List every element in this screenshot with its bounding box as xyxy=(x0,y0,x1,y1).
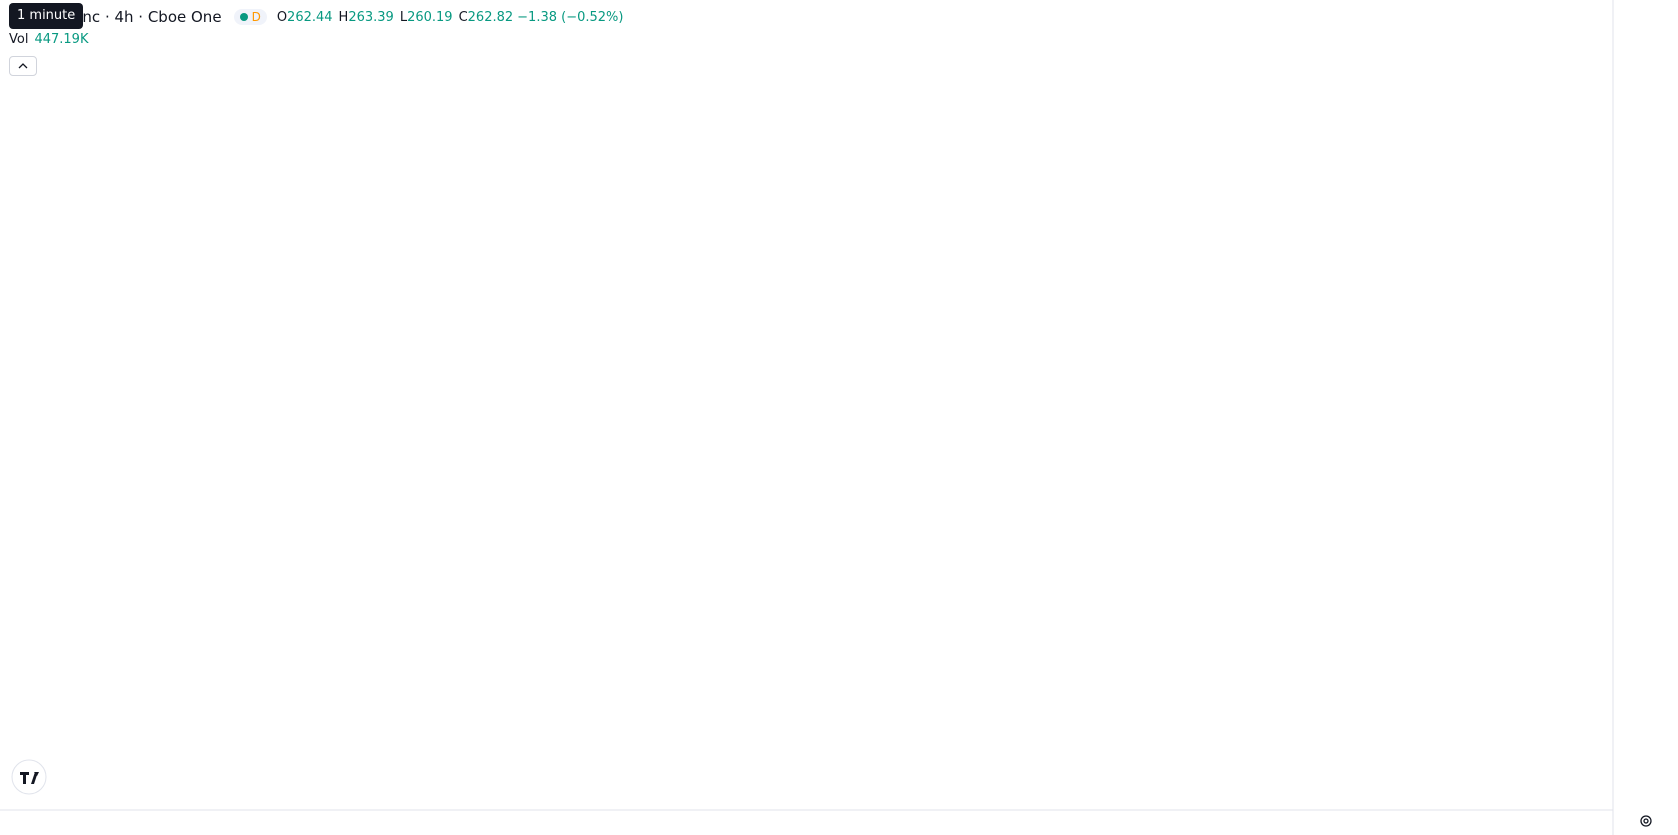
ohlc-key: C xyxy=(458,9,468,25)
volume-value: 447.19K xyxy=(34,32,89,47)
tooltip: 1 minute xyxy=(9,3,84,29)
ohlc-key: L xyxy=(399,9,408,25)
chevron-path xyxy=(18,63,28,69)
ohlc-item: L260.19 xyxy=(400,10,453,25)
chevron[interactable] xyxy=(10,57,36,75)
ohlc-values: O262.44 H263.39 L260.19 C262.82 xyxy=(277,10,513,25)
ohlc-value: 262.44 xyxy=(287,9,333,25)
badge-text: D xyxy=(251,10,261,24)
volume-legend: Vol 447.19K xyxy=(9,32,88,47)
gear[interactable] xyxy=(1640,815,1652,827)
ohlc-item: C262.82 xyxy=(459,10,514,25)
gear-hub[interactable] xyxy=(1643,818,1649,824)
logo-circle xyxy=(11,759,47,795)
collapse-button[interactable] xyxy=(9,56,37,76)
status-badge[interactable]: D xyxy=(233,9,267,25)
logo-mark xyxy=(20,772,39,784)
logo xyxy=(11,759,47,795)
volume-label: Vol xyxy=(9,32,29,47)
settings-icon[interactable] xyxy=(1640,815,1652,827)
ohlc-key: H xyxy=(338,9,349,25)
status-dot xyxy=(239,13,248,21)
symbol-title[interactable]: Inc · 4h · Cboe One xyxy=(78,8,222,26)
legend-header: Inc · 4h · Cboe One D O262.44 H263.39 L260… xyxy=(0,4,623,30)
ohlc-item: H263.39 xyxy=(339,10,394,25)
ohlc-value: 263.39 xyxy=(348,9,394,25)
ohlc-item: O262.44 xyxy=(277,10,333,25)
change: −1.38 (−0.52%) xyxy=(517,9,624,25)
ohlc-key: O xyxy=(276,9,288,25)
ohlc-value: 262.82 xyxy=(467,9,514,25)
ohlc-value: 260.19 xyxy=(407,9,453,25)
